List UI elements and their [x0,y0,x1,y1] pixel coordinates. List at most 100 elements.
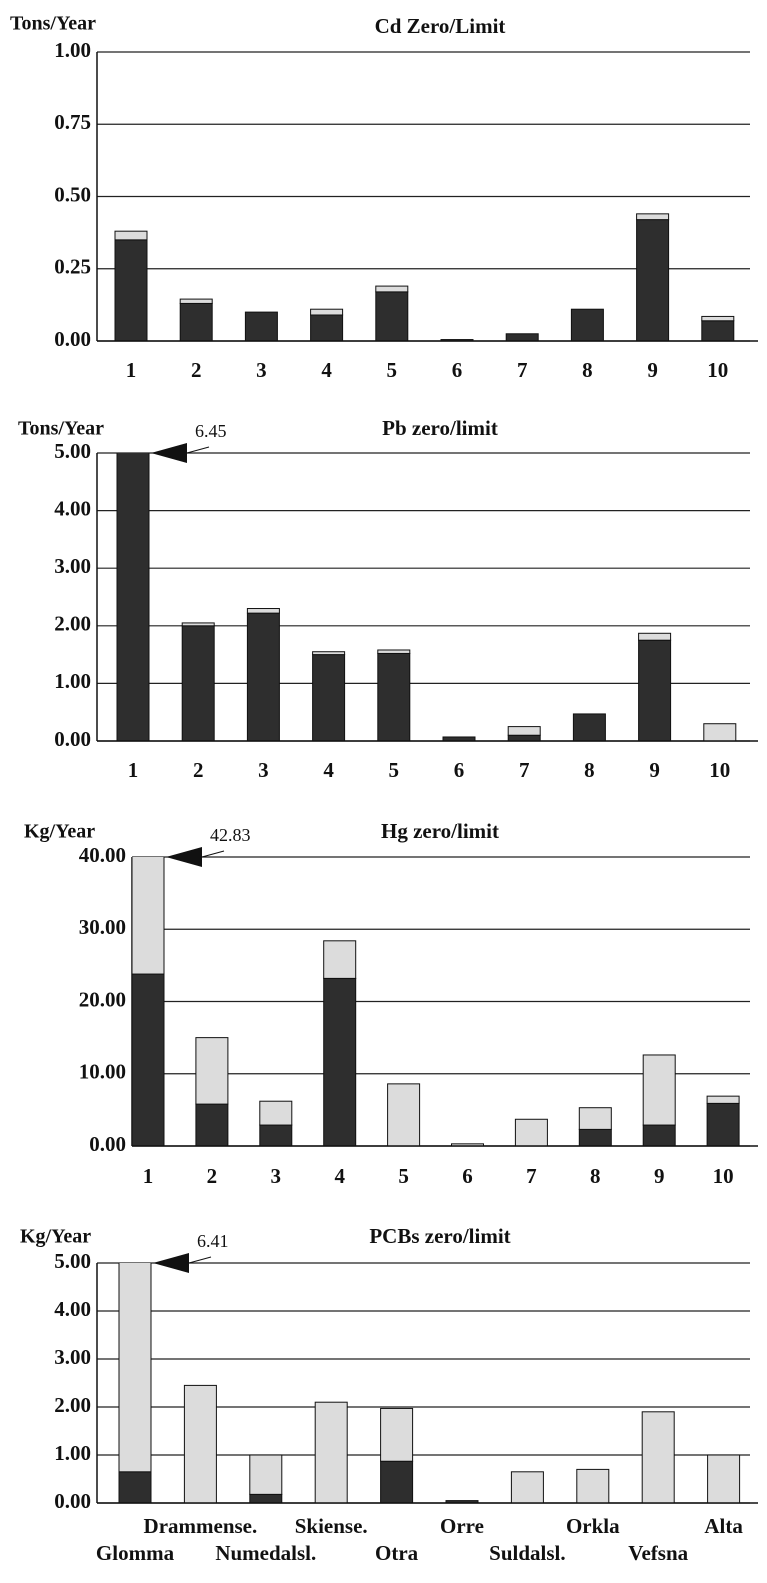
bar-segment [701,315,735,322]
x-tick-label: 9 [654,1164,665,1188]
bar-segment [636,219,670,341]
bar-segment [118,1263,152,1473]
x-tick-label: 3 [271,1164,282,1188]
bar-segment [514,1118,548,1146]
y-tick-label: 4.00 [54,1297,91,1321]
bar-segment [132,857,165,975]
bar-segment [114,230,148,241]
bar-segment [570,308,604,341]
chart-title: Pb zero/limit [382,416,498,440]
x-tick-label: Orre [440,1514,484,1538]
bar-segment [578,1107,612,1130]
bar-segment [116,453,150,741]
x-tick-label: 6 [462,1164,473,1188]
y-tick-label: 0.00 [54,727,91,751]
bar-segment [183,1384,217,1503]
x-tick-label: Orkla [566,1514,620,1538]
x-tick-label: 5 [387,358,398,382]
x-tick-label: 5 [398,1164,409,1188]
y-tick-label: 20.00 [79,987,126,1011]
bar-segment [377,652,411,741]
y-tick-label: 30.00 [79,915,126,939]
x-tick-label: 9 [649,758,660,782]
bar-segment [642,1054,676,1126]
bar-segment [132,973,165,1146]
chart: Cd Zero/Limit Tons/Year 0.00 0.25 0.50 0.75 1.… [10,13,758,382]
chart-title: PCBs zero/limit [369,1224,510,1248]
bar-segment [375,285,409,293]
y-tick-label: 0.00 [89,1132,126,1156]
bars [116,453,737,741]
bar-segment [118,1471,152,1503]
bars [118,1263,741,1503]
x-tick-label: Drammense. [144,1514,258,1538]
x-tick-label: 3 [258,758,269,782]
annotation: 6.41 [197,1231,229,1251]
bar-segment [507,734,541,741]
y-tick-label: 3.00 [54,1345,91,1369]
bar-segment [310,314,344,341]
x-tick-label: 7 [517,358,528,382]
y-tick-label: 0.50 [54,182,91,206]
y-tick-label: 0.00 [54,1489,91,1513]
y-tick-label: 4.00 [54,496,91,520]
bar-segment [259,1100,293,1126]
y-tick-label: 2.00 [54,612,91,636]
bar-segment [323,940,357,979]
bar-segment [638,639,672,741]
bar-segment [195,1037,229,1105]
bar-segment [312,654,346,741]
bar-segment [246,608,280,614]
x-tick-label: 4 [321,358,332,382]
y-axis-label: Tons/Year [18,418,104,440]
x-tick-label: 3 [256,358,267,382]
bar-segment [323,977,357,1146]
bar-segment [181,622,215,627]
bar-segment [259,1124,293,1146]
y-axis-label: Kg/Year [24,821,95,843]
bar-segment [380,1460,414,1503]
bar-segment [249,1493,283,1503]
x-tick-label: 10 [707,358,728,382]
y-tick-label: 40.00 [79,843,126,867]
annotation: 42.83 [210,825,251,845]
bar-segment [375,291,409,341]
bar-segment [701,320,735,341]
bar-segment [249,1454,283,1495]
x-tick-label: 5 [389,758,400,782]
x-tick-label: 4 [323,758,334,782]
y-tick-label: 3.00 [54,554,91,578]
x-tick-label: Numedalsl. [215,1541,316,1565]
chart: PCBs zero/limit Kg/Year 0.00 1.00 2.00 3.00 4.… [20,1224,758,1565]
annotation-arrow [151,443,187,463]
annotation: 6.45 [195,421,227,441]
x-tick-label: Vefsna [628,1541,688,1565]
bars [114,213,735,341]
annotation-line [188,1256,212,1264]
x-tick-label: 9 [647,358,658,382]
x-tick-label: 10 [713,1164,734,1188]
x-tick-label: 8 [590,1164,601,1188]
y-tick-label: 1.00 [54,38,91,62]
bars [132,857,740,1146]
annotation-line [201,850,225,858]
x-tick-label: Otra [375,1541,419,1565]
x-tick-label: 7 [526,1164,537,1188]
x-tick-label: 10 [709,758,730,782]
bar-segment [179,302,213,341]
bar-segment [638,632,672,641]
x-tick-label: Alta [704,1514,743,1538]
x-tick-label: 4 [334,1164,345,1188]
y-tick-label: 5.00 [54,1249,91,1273]
bar-segment [576,1468,610,1503]
bar-segment [387,1083,421,1146]
bar-segment [706,1095,740,1104]
chart-title: Hg zero/limit [381,819,499,843]
bar-segment [578,1128,612,1146]
chart: Pb zero/limit Tons/Year 0.00 1.00 2.00 3.00 4.… [18,416,758,782]
x-tick-label: 1 [126,358,137,382]
y-axis-label: Tons/Year [10,13,96,35]
bar-segment [636,213,670,221]
bar-segment [505,333,539,341]
